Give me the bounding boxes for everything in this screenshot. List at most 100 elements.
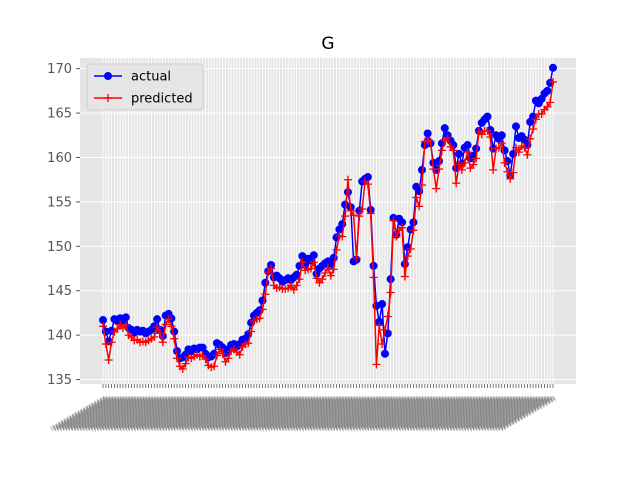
x-tick-label-illegible <box>198 395 255 432</box>
x-tick-label-illegible <box>92 395 149 432</box>
x-tick-label-illegible <box>312 395 369 432</box>
x-tick-label-illegible <box>420 395 477 432</box>
data-point-predicted <box>338 232 347 241</box>
x-tick-label-illegible <box>240 395 298 432</box>
x-tick-label-illegible <box>289 395 346 432</box>
x-tick-label-illegible <box>58 395 115 432</box>
data-point-predicted <box>497 139 506 148</box>
x-tick-label-illegible <box>163 395 221 432</box>
data-point-actual <box>378 300 387 309</box>
data-point-predicted <box>352 253 361 262</box>
data-point-predicted <box>332 245 341 254</box>
x-tick-label-illegible <box>149 395 206 432</box>
data-point-predicted <box>529 125 538 134</box>
data-point-actual <box>549 63 557 72</box>
x-tick-label-illegible <box>55 395 112 432</box>
data-point-predicted <box>437 146 446 155</box>
data-point-actual <box>121 313 130 322</box>
x-tick-label-illegible <box>104 395 161 432</box>
data-point-predicted <box>101 340 110 349</box>
data-point-actual <box>463 141 472 150</box>
x-tick-label-illegible <box>451 395 508 432</box>
data-point-predicted <box>355 212 364 221</box>
data-point-predicted <box>258 305 267 314</box>
x-tick-label-illegible <box>89 395 147 432</box>
data-point-predicted <box>113 324 122 333</box>
data-point-predicted <box>349 211 358 220</box>
x-tick-label-illegible <box>189 395 246 432</box>
data-point-actual <box>511 122 520 131</box>
data-point-predicted <box>306 264 315 273</box>
data-point-actual <box>497 131 506 140</box>
x-tick-label-illegible <box>161 395 218 432</box>
data-point-predicted <box>389 216 398 225</box>
x-ticks <box>102 384 554 388</box>
x-tick-label-illegible <box>152 395 209 432</box>
x-tick-label-illegible <box>129 395 186 432</box>
data-point-predicted <box>486 133 495 142</box>
data-point-predicted <box>173 354 182 363</box>
data-point-predicted <box>412 193 421 202</box>
x-tick-label-illegible <box>366 395 423 432</box>
data-point-predicted <box>403 252 412 261</box>
x-tick-label-illegible <box>69 395 127 432</box>
data-point-predicted <box>503 167 512 176</box>
data-point-predicted <box>514 148 523 157</box>
data-point-predicted <box>292 281 301 290</box>
data-point-predicted <box>537 109 546 118</box>
x-tick-label-illegible <box>115 395 172 432</box>
x-tick-label-illegible <box>454 395 511 432</box>
legend-item-actual: actual <box>94 70 171 85</box>
data-point-predicted <box>432 184 441 193</box>
x-tick-label-illegible <box>95 395 152 432</box>
data-point-actual <box>483 112 492 121</box>
data-point-predicted <box>455 160 464 169</box>
x-tick-label-illegible <box>294 395 352 432</box>
data-point-predicted <box>415 202 424 211</box>
x-tick-label-illegible <box>172 395 229 432</box>
data-point-predicted <box>398 223 407 232</box>
x-tick-label-illegible <box>434 395 491 432</box>
data-point-actual <box>326 260 335 269</box>
x-tick-label-illegible <box>306 395 363 432</box>
x-tick-label-illegible <box>226 395 283 432</box>
x-tick-label-illegible <box>124 395 181 432</box>
x-tick-label-illegible <box>158 395 215 432</box>
x-tick-label-illegible <box>485 395 543 432</box>
data-point-actual <box>261 278 270 287</box>
x-tick-label-illegible <box>494 395 551 432</box>
data-point-actual <box>398 218 407 227</box>
x-tick-label-illegible <box>354 395 411 432</box>
legend: actual predicted <box>86 63 204 111</box>
y-tick-label: 135 <box>47 373 72 388</box>
data-point-actual <box>380 349 389 358</box>
data-point-predicted <box>372 360 381 369</box>
data-point-predicted <box>400 272 409 281</box>
x-tick-label-illegible <box>326 395 383 432</box>
x-tick-label-illegible <box>246 395 303 432</box>
x-tick-label-illegible <box>223 395 280 432</box>
y-tick-label: 160 <box>47 151 72 166</box>
data-point-predicted <box>267 264 276 273</box>
x-tick-label-illegible <box>477 395 534 432</box>
x-tick-label-illegible <box>186 395 243 432</box>
series-layer <box>99 63 557 373</box>
data-point-actual <box>529 112 538 121</box>
x-tick-label-illegible <box>232 395 289 432</box>
data-point-predicted <box>104 356 113 365</box>
y-tick-label: 140 <box>47 329 72 344</box>
legend-label: predicted <box>131 92 193 107</box>
x-tick-label-illegible <box>235 395 292 432</box>
x-tick-label-illegible <box>72 395 130 432</box>
data-point-predicted <box>318 275 327 284</box>
data-point-predicted <box>343 175 352 184</box>
x-tick-label-illegible <box>357 395 414 432</box>
x-tick-label-illegible <box>337 395 394 432</box>
data-point-predicted <box>549 77 557 86</box>
x-tick-label-illegible <box>314 395 372 432</box>
x-tick-label-illegible <box>374 395 431 432</box>
data-point-predicted <box>261 290 270 299</box>
x-tick-label-illegible <box>260 395 318 432</box>
x-tick-label-illegible <box>497 395 554 432</box>
